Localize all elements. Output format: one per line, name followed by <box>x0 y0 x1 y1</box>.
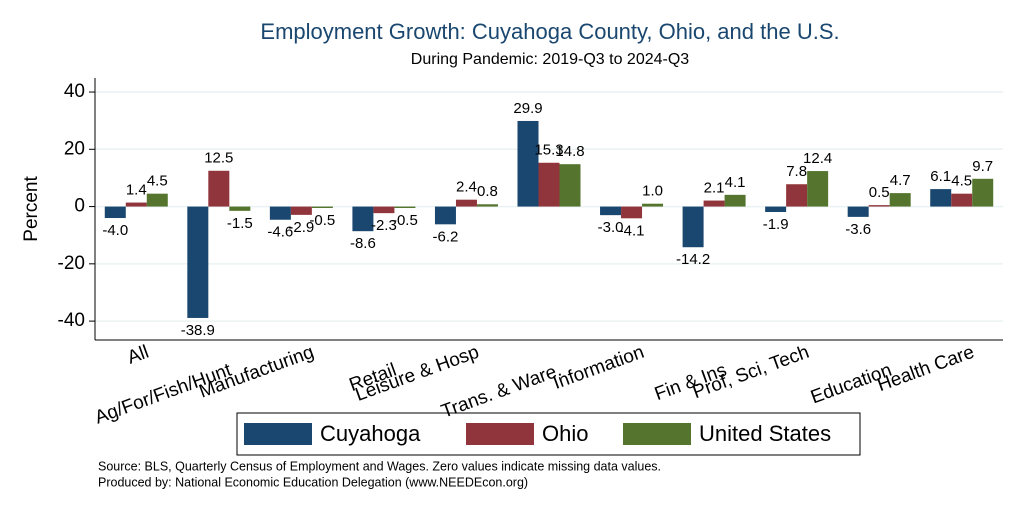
bar <box>187 206 209 318</box>
value-label: -0.5 <box>392 212 418 229</box>
bar <box>269 206 291 220</box>
chart-title: Employment Growth: Cuyahoga County, Ohio… <box>260 19 839 44</box>
legend-box <box>236 412 861 456</box>
bar <box>868 205 890 207</box>
y-tick-label: -40 <box>58 310 85 331</box>
value-label: 6.1 <box>930 168 951 185</box>
value-label: 29.9 <box>513 100 542 117</box>
note: Produced by: National Economic Education… <box>98 475 528 489</box>
bar <box>517 120 539 207</box>
legend-swatch <box>244 423 312 445</box>
bar <box>125 202 147 207</box>
bar <box>600 206 622 216</box>
value-label: 15.3 <box>534 142 563 159</box>
bar <box>290 206 312 215</box>
value-label: -2.9 <box>288 219 314 236</box>
value-label: -3.0 <box>598 219 624 236</box>
bar <box>394 206 416 208</box>
value-label: 0.5 <box>869 184 890 201</box>
bar <box>455 199 477 207</box>
value-label: -38.9 <box>181 322 215 339</box>
bar <box>642 203 664 207</box>
value-label: 4.5 <box>951 173 972 190</box>
value-label: -14.2 <box>676 251 710 268</box>
value-label: -8.6 <box>350 235 376 252</box>
value-label: -4.6 <box>267 224 293 241</box>
value-label: 2.4 <box>456 179 477 196</box>
value-label: -4.1 <box>619 222 645 239</box>
legend-swatch <box>466 423 534 445</box>
value-label: -6.2 <box>433 228 459 245</box>
bar <box>373 206 395 214</box>
value-label: 4.5 <box>147 173 168 190</box>
bar <box>352 206 374 232</box>
bar <box>146 193 168 207</box>
value-label: -2.3 <box>371 217 397 234</box>
y-tick-label: -20 <box>58 253 85 274</box>
y-tick-label: 20 <box>64 138 85 159</box>
y-tick-label: 40 <box>64 81 85 102</box>
value-label: 2.1 <box>704 180 725 197</box>
value-label: 0.8 <box>477 183 498 200</box>
value-label: 12.5 <box>204 150 233 167</box>
value-label: -1.9 <box>763 216 789 233</box>
bar <box>930 189 952 207</box>
y-tick-label: 0 <box>74 196 85 217</box>
bar <box>951 193 973 207</box>
value-label: 4.1 <box>725 174 746 191</box>
bar <box>208 170 230 207</box>
legend-label: Ohio <box>542 421 588 446</box>
bar <box>889 193 911 207</box>
bar <box>621 206 643 219</box>
bar <box>104 206 126 219</box>
note: Source: BLS, Quarterly Census of Employm… <box>98 459 661 473</box>
bar <box>786 184 808 207</box>
value-label: -3.6 <box>845 221 871 238</box>
bar <box>476 204 498 207</box>
chart-subtitle: During Pandemic: 2019-Q3 to 2024-Q3 <box>411 51 689 68</box>
legend-label: United States <box>699 421 831 446</box>
bar <box>434 206 456 225</box>
value-label: 7.8 <box>786 163 807 180</box>
value-label: 14.8 <box>555 143 584 160</box>
bar <box>229 206 251 211</box>
value-label: 12.4 <box>803 150 832 167</box>
legend-label: Cuyahoga <box>320 421 421 446</box>
y-axis-label: Percent <box>21 176 42 242</box>
bar <box>807 171 829 207</box>
legend-swatch <box>623 423 691 445</box>
value-label: 1.4 <box>126 182 147 199</box>
bar <box>724 194 746 207</box>
bar <box>765 206 787 213</box>
value-label: -4.0 <box>102 222 128 239</box>
bar <box>682 206 704 248</box>
value-label: -1.5 <box>227 215 253 232</box>
value-label: -0.5 <box>309 212 335 229</box>
value-label: 4.7 <box>890 172 911 189</box>
value-label: 1.0 <box>642 183 663 200</box>
bar <box>311 206 333 208</box>
bar <box>538 162 560 207</box>
bar <box>847 206 869 217</box>
bar <box>972 178 994 207</box>
value-label: 9.7 <box>972 158 993 175</box>
bar <box>703 200 725 207</box>
bar <box>559 164 581 207</box>
